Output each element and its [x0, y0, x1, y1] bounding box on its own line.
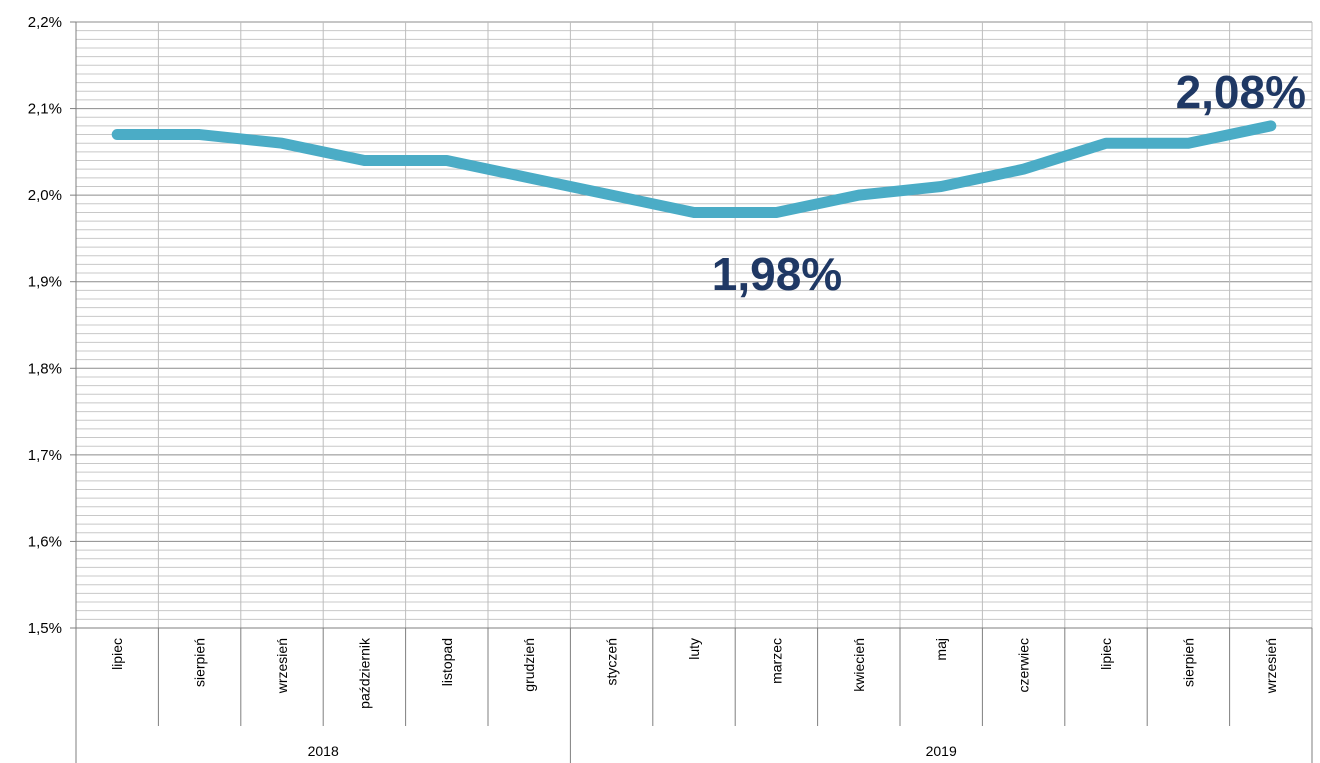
x-category-label: lipiec: [1098, 638, 1114, 670]
data-point: [1187, 142, 1189, 144]
axes: [70, 21, 1313, 763]
y-axis-tick-labels: 1,5% 1,6% 1,7% 1,8% 1,9% 2,0% 2,1% 2,2%: [28, 14, 62, 637]
year-label: 2018: [308, 743, 339, 759]
x-category-label: listopad: [439, 638, 455, 686]
data-point: [775, 211, 777, 213]
x-category-label: grudzień: [521, 638, 537, 692]
y-tick-label: 2,0%: [28, 187, 62, 204]
series-group: [111, 120, 1277, 218]
data-point: [858, 194, 860, 196]
x-category-label: marzec: [768, 638, 784, 684]
data-point: [528, 177, 530, 179]
x-axis-category-labels: lipiec sierpień wrzesień październik listopa…: [109, 637, 1279, 709]
year-label: 2019: [926, 743, 957, 759]
gridlines: [75, 21, 1313, 629]
y-tick-label: 2,2%: [28, 14, 62, 31]
y-tick-label: 1,7%: [28, 447, 62, 464]
data-point: [116, 134, 118, 136]
data-point: [693, 211, 695, 213]
x-category-label: styczeń: [604, 638, 620, 685]
y-tick-label: 1,8%: [28, 360, 62, 377]
x-category-label: wrzesień: [1263, 638, 1279, 694]
data-point: [1023, 168, 1025, 170]
x-axis-year-labels: 2018 2019: [308, 743, 957, 759]
data-point: [281, 142, 283, 144]
x-category-label: sierpień: [1180, 638, 1196, 687]
y-tick-label: 1,5%: [28, 620, 62, 637]
x-category-label: luty: [686, 638, 702, 660]
data-point: [1105, 142, 1107, 144]
data-point: [363, 160, 365, 162]
x-category-label: wrzesień: [274, 638, 290, 694]
y-tick-label: 2,1%: [28, 101, 62, 118]
data-point: [1270, 125, 1272, 127]
annotations: 1,98% 2,08%: [712, 66, 1306, 300]
annotation-min: 1,98%: [712, 248, 842, 300]
y-tick-label: 1,9%: [28, 274, 62, 291]
x-category-label: sierpień: [192, 638, 208, 687]
x-category-label: lipiec: [109, 638, 125, 670]
data-point: [611, 194, 613, 196]
data-point: [199, 134, 201, 136]
annotation-last: 2,08%: [1176, 66, 1306, 118]
x-category-label: październik: [356, 637, 372, 709]
data-point: [446, 160, 448, 162]
y-tick-label: 1,6%: [28, 533, 62, 550]
data-point: [940, 185, 942, 187]
x-category-label: kwiecień: [851, 638, 867, 692]
x-category-label: czerwiec: [1016, 638, 1032, 692]
x-category-label: maj: [933, 638, 949, 661]
